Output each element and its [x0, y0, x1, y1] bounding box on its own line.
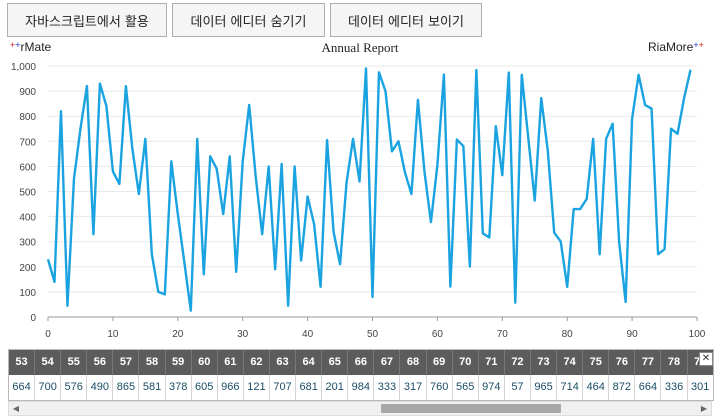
header-cell: 74 — [557, 350, 584, 375]
right-plus-icon: + — [693, 40, 699, 50]
header-cell: 65 — [322, 350, 349, 375]
header-cell: 55 — [61, 350, 88, 375]
header-cell: 78 — [662, 350, 688, 375]
x-tick-label: 80 — [562, 329, 574, 340]
header-cell: 68 — [401, 350, 427, 375]
data-editor: 53 54 55 56 57 58 59 60 61 62 63 64 65 66 67 68 69 70 71 72… — [8, 349, 714, 401]
x-tick-label: 0 — [45, 329, 51, 340]
header-cell: 72 — [505, 350, 531, 375]
hide-data-editor-button[interactable]: 데이터 에디터 숨기기 — [172, 3, 325, 37]
value-cell[interactable]: 872 — [609, 375, 636, 400]
y-tick-label: 100 — [19, 288, 36, 299]
value-cell[interactable]: 965 — [531, 375, 558, 400]
chart-title: Annual Report — [322, 40, 399, 55]
header-cell: 69 — [427, 350, 453, 375]
x-tick-label: 10 — [107, 329, 119, 340]
y-tick-label: 700 — [19, 137, 36, 148]
header-cell: 63 — [270, 350, 297, 375]
value-cell[interactable]: 605 — [192, 375, 218, 400]
value-cell[interactable]: 760 — [427, 375, 453, 400]
header-cell: 57 — [113, 350, 140, 375]
header-cell: 61 — [218, 350, 244, 375]
left-plus-icon-2: + — [15, 40, 21, 50]
y-tick-label: 300 — [19, 238, 36, 249]
header-cell: 59 — [166, 350, 192, 375]
header-cell: 71 — [479, 350, 505, 375]
value-cell[interactable]: 714 — [557, 375, 584, 400]
y-tick-label: 600 — [19, 162, 36, 173]
x-tick-label: 40 — [302, 329, 314, 340]
x-tick-label: 60 — [432, 329, 444, 340]
header-cell: 60 — [192, 350, 218, 375]
scroll-right-icon[interactable]: ▶ — [700, 404, 708, 413]
horizontal-scrollbar[interactable]: ◀ ▶ — [8, 401, 712, 416]
value-cell[interactable]: 707 — [270, 375, 297, 400]
y-tick-label: 900 — [19, 87, 36, 98]
y-tick-label: 800 — [19, 112, 36, 123]
series-line[interactable] — [46, 67, 692, 312]
value-cell[interactable]: 974 — [479, 375, 505, 400]
value-cell[interactable]: 121 — [244, 375, 270, 400]
header-cell: 58 — [140, 350, 166, 375]
x-tick-label: 100 — [689, 329, 706, 340]
value-cell[interactable]: 317 — [401, 375, 427, 400]
y-axis: 0 100 200 300 400 500 600 700 800 900 1,000 — [11, 62, 36, 324]
y-tick-label: 200 — [19, 263, 36, 274]
value-cell[interactable]: 664 — [9, 375, 36, 400]
left-plus-icon: + — [10, 40, 16, 50]
value-cell[interactable]: 966 — [218, 375, 244, 400]
header-cell: 76 — [609, 350, 636, 375]
header-cell: 64 — [296, 350, 323, 375]
y-tick-label: 400 — [19, 213, 36, 224]
header-cell: 67 — [374, 350, 401, 375]
value-cell[interactable]: 333 — [374, 375, 401, 400]
value-cell[interactable]: 681 — [296, 375, 323, 400]
close-editor-icon[interactable]: ✕ — [699, 352, 713, 366]
right-series-label[interactable]: RiaMore++ — [648, 40, 704, 54]
x-tick-label: 30 — [237, 329, 249, 340]
value-cell[interactable]: 57 — [505, 375, 531, 400]
x-tick-label: 70 — [497, 329, 509, 340]
header-cell: 75 — [583, 350, 610, 375]
value-cell[interactable]: 565 — [453, 375, 479, 400]
value-cell[interactable]: 490 — [87, 375, 114, 400]
value-cell[interactable]: 378 — [166, 375, 192, 400]
header-cell: 53 — [9, 350, 36, 375]
value-cell[interactable]: 576 — [61, 375, 88, 400]
header-cell: 54 — [35, 350, 62, 375]
line-chart: Annual Report 01002003004005006007008009… — [11, 40, 706, 340]
header-cell: 56 — [87, 350, 114, 375]
x-tick-label: 50 — [367, 329, 379, 340]
left-series-label[interactable]: ++rMate — [10, 40, 51, 54]
header-cell: 73 — [531, 350, 558, 375]
header-cell: 62 — [244, 350, 270, 375]
header-cell: 66 — [348, 350, 375, 375]
data-editor-header-row: 53 54 55 56 57 58 59 60 61 62 63 64 65 66 67 68 69 70 71 72… — [9, 350, 713, 375]
data-editor-value-row: 664 700 576 490 865 581 378 605 966 121 707 681 201 9… — [9, 375, 713, 400]
header-cell: 77 — [635, 350, 662, 375]
value-cell[interactable]: 336 — [662, 375, 688, 400]
y-tick-label: 500 — [19, 188, 36, 199]
use-in-javascript-button[interactable]: 자바스크립트에서 활용 — [7, 3, 167, 37]
header-cell: 70 — [453, 350, 479, 375]
y-tick-label: 1,000 — [11, 62, 36, 73]
value-cell[interactable]: 984 — [348, 375, 375, 400]
value-cell[interactable]: 865 — [113, 375, 140, 400]
value-cell[interactable]: 201 — [322, 375, 349, 400]
scroll-left-icon[interactable]: ◀ — [12, 404, 20, 413]
show-data-editor-button[interactable]: 데이터 에디터 보이기 — [330, 3, 482, 37]
y-tick-label: 0 — [30, 313, 36, 324]
value-cell[interactable]: 581 — [140, 375, 166, 400]
value-cell[interactable]: 700 — [35, 375, 62, 400]
value-cell[interactable]: 301 — [688, 375, 713, 400]
x-tick-label: 20 — [172, 329, 184, 340]
right-series-text: RiaMore — [648, 40, 694, 54]
left-series-text: rMate — [20, 40, 52, 54]
value-cell[interactable]: 664 — [635, 375, 662, 400]
x-tick-label: 90 — [627, 329, 639, 340]
scroll-thumb[interactable] — [381, 404, 561, 413]
right-plus-icon-2: + — [698, 40, 704, 50]
x-axis: 0 10 20 30 40 50 60 70 80 90 100 — [45, 317, 706, 340]
value-cell[interactable]: 464 — [583, 375, 610, 400]
